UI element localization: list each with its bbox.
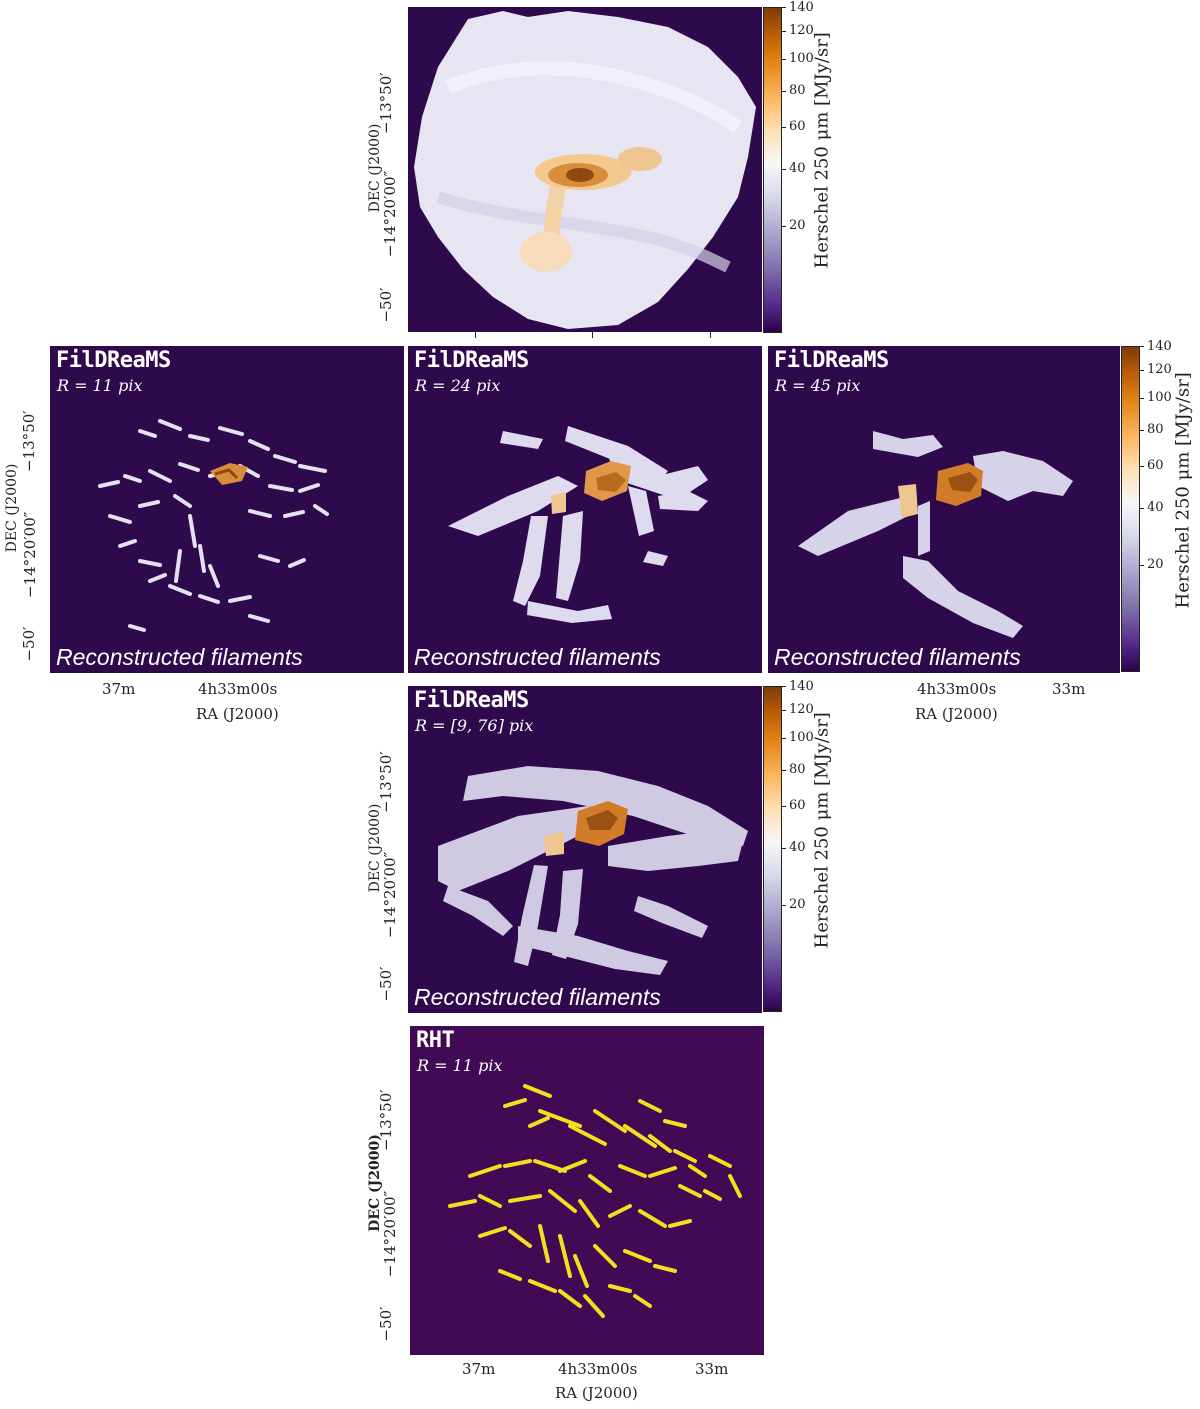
ra-axis-label: RA (J2000) (196, 705, 279, 723)
dec-tick: −50′ (377, 1306, 395, 1342)
ra-tick: 4h33m00s (917, 680, 997, 698)
filament-map-r11 (98, 419, 329, 632)
dec-tick: −50′ (377, 287, 395, 323)
panel-subtitle: R = 24 pix (415, 376, 501, 395)
colorbar-tick: 40 (789, 161, 806, 176)
panel-note: Reconstructed filaments (774, 644, 1021, 670)
ra-axis-label: RA (J2000) (555, 1384, 638, 1402)
colorbar-tick: 20 (789, 897, 806, 912)
colorbar-label: Herschel 250 μm [MJy/sr] (1172, 372, 1194, 609)
panel-fildreams-r45: FilDReaMS R = 45 pix Reconstructed filam… (768, 346, 1120, 673)
panel-observed-map (408, 7, 762, 332)
colorbar-tick: 140 (789, 679, 814, 694)
dec-tick: −50′ (377, 966, 395, 1002)
dec-tick: −14°20′00″ (381, 851, 399, 939)
dec-tick: −14°20′00″ (21, 511, 39, 598)
panel-subtitle: R = 11 pix (417, 1056, 503, 1075)
rht-filament-map (448, 1084, 742, 1318)
panel-note: Reconstructed filaments (414, 644, 661, 670)
dec-tick: −13°50′ (377, 1089, 395, 1151)
panel-subtitle: R = 11 pix (57, 376, 143, 395)
ra-tick-mark (592, 332, 593, 338)
filament-map-range (438, 766, 748, 975)
colorbar-tick: 60 (789, 798, 806, 813)
panel-title: FilDReaMS (774, 348, 889, 373)
filament-map-r24 (448, 426, 708, 623)
colorbar-middle (1121, 346, 1140, 672)
panel-fildreams-r24: FilDReaMS R = 24 pix Reconstructed filam… (408, 346, 762, 673)
colorbar-tick: 100 (1147, 390, 1172, 405)
colorbar-tick: 120 (1147, 362, 1172, 377)
panel-title: FilDReaMS (414, 348, 529, 373)
dec-tick: −50′ (20, 626, 38, 662)
colorbar-label: Herschel 250 μm [MJy/sr] (811, 32, 833, 269)
dec-axis-label: DEC (J2000) (4, 463, 20, 553)
colorbar-tick: 120 (789, 23, 814, 38)
colorbar-tick: 120 (789, 702, 814, 717)
colorbar-tick: 40 (789, 840, 806, 855)
ra-tick: 4h33m00s (198, 680, 278, 698)
colorbar-label: Herschel 250 μm [MJy/sr] (811, 712, 833, 949)
colorbar-tick: 80 (1147, 422, 1164, 437)
panel-note: Reconstructed filaments (414, 984, 661, 1010)
panel-subtitle: R = 45 pix (775, 376, 861, 395)
panel-fildreams-r11: FilDReaMS R = 11 pix Reconstructed filam… (50, 346, 404, 673)
colorbar-tick: 40 (1147, 500, 1164, 515)
observed-map-image (414, 11, 756, 329)
colorbar-tick: 20 (789, 218, 806, 233)
ra-tick: 4h33m00s (558, 1360, 638, 1378)
ra-tick-mark (710, 332, 711, 338)
ra-tick: 37m (102, 680, 136, 698)
dec-tick: −14°20′00″ (381, 170, 399, 258)
dec-tick: −13°50′ (20, 410, 38, 472)
colorbar-tick: 80 (789, 83, 806, 98)
panel-title: FilDReaMS (414, 688, 529, 713)
panel-title: RHT (416, 1028, 455, 1053)
colorbar-tick: 140 (789, 0, 814, 15)
ra-tick: 33m (1052, 680, 1086, 698)
dec-tick: −13°50′ (377, 751, 395, 813)
ra-tick: 33m (695, 1360, 729, 1378)
panel-fildreams-range: FilDReaMS R = [9, 76] pix Reconstructed … (408, 686, 762, 1013)
filament-map-r45 (798, 431, 1073, 638)
colorbar-tick: 80 (789, 762, 806, 777)
colorbar-tick: 100 (789, 51, 814, 66)
colorbar-tick: 100 (789, 730, 814, 745)
colorbar-tick: 60 (1147, 458, 1164, 473)
ra-axis-label: RA (J2000) (915, 705, 998, 723)
colorbar-top (763, 7, 782, 333)
panel-note: Reconstructed filaments (56, 644, 303, 670)
dec-tick: −13°50′ (377, 72, 395, 134)
dec-tick: −14°20′00″ (381, 1190, 399, 1278)
ra-tick: 37m (462, 1360, 496, 1378)
panel-title: FilDReaMS (56, 348, 171, 373)
colorbar-tick: 20 (1147, 557, 1164, 572)
panel-subtitle: R = [9, 76] pix (415, 716, 534, 735)
colorbar-tick: 60 (789, 119, 806, 134)
colorbar-bottom (763, 686, 782, 1012)
panel-rht: RHT R = 11 pix (410, 1026, 764, 1355)
colorbar-tick: 140 (1147, 339, 1172, 354)
ra-tick-mark (475, 332, 476, 338)
